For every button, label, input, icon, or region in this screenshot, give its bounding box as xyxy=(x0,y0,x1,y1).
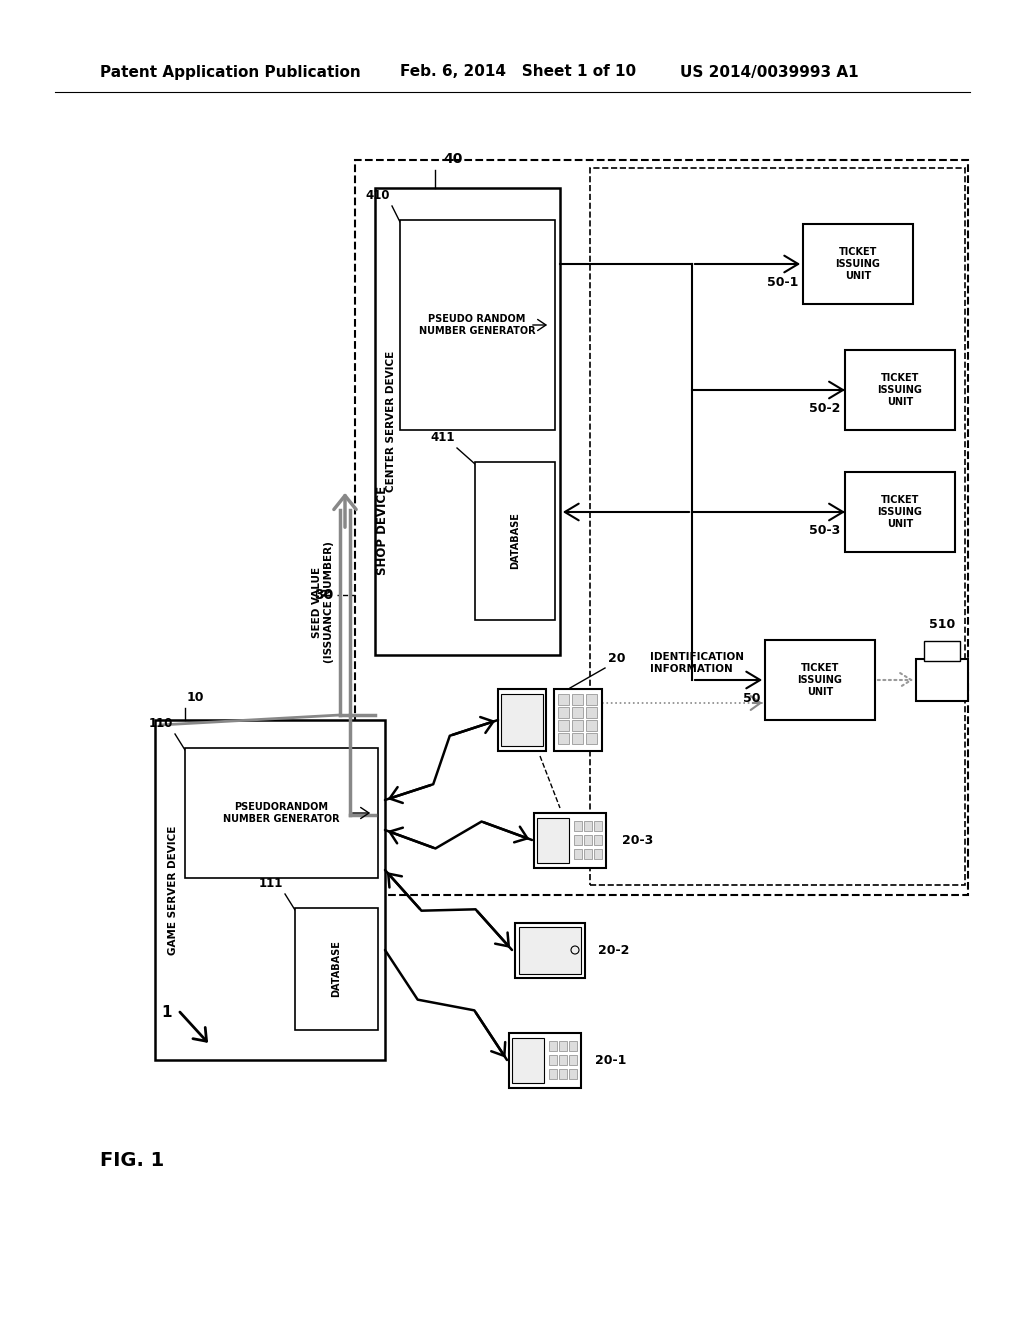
Bar xyxy=(574,849,582,859)
Bar xyxy=(512,1038,544,1082)
Bar xyxy=(584,821,592,832)
Bar xyxy=(572,719,583,731)
Text: DATABASE: DATABASE xyxy=(510,512,520,569)
Bar xyxy=(584,836,592,845)
Bar xyxy=(498,689,546,751)
Bar xyxy=(554,689,602,751)
Text: 10: 10 xyxy=(187,690,205,704)
Text: 30: 30 xyxy=(313,587,333,602)
Bar xyxy=(549,1041,557,1051)
Bar xyxy=(558,694,569,705)
Bar xyxy=(155,719,385,1060)
Bar xyxy=(594,821,602,832)
Text: 20-3: 20-3 xyxy=(622,833,653,846)
Bar xyxy=(569,1041,577,1051)
Bar xyxy=(558,708,569,718)
Text: PSEUDORANDOM
NUMBER GENERATOR: PSEUDORANDOM NUMBER GENERATOR xyxy=(222,803,339,824)
Bar xyxy=(584,849,592,859)
Text: SEED VALUE
(ISSUANCE NUMBER): SEED VALUE (ISSUANCE NUMBER) xyxy=(312,541,334,663)
Bar xyxy=(509,1034,581,1088)
Text: 40: 40 xyxy=(443,152,463,166)
Bar xyxy=(803,224,913,304)
Text: PSEUDO RANDOM
NUMBER GENERATOR: PSEUDO RANDOM NUMBER GENERATOR xyxy=(419,314,536,335)
Bar xyxy=(559,1055,567,1065)
Text: 20: 20 xyxy=(608,652,626,665)
Bar xyxy=(586,694,597,705)
Bar xyxy=(574,821,582,832)
Text: GAME SERVER DEVICE: GAME SERVER DEVICE xyxy=(168,825,178,954)
Bar xyxy=(375,187,560,655)
Bar xyxy=(594,836,602,845)
Text: 50-1: 50-1 xyxy=(767,276,798,289)
Text: TICKET
ISSUING
UNIT: TICKET ISSUING UNIT xyxy=(798,664,843,697)
Text: US 2014/0039993 A1: US 2014/0039993 A1 xyxy=(680,65,859,79)
Text: 510: 510 xyxy=(929,618,955,631)
Bar xyxy=(572,708,583,718)
Bar xyxy=(586,733,597,744)
Text: 20-1: 20-1 xyxy=(595,1053,627,1067)
Bar xyxy=(185,748,378,878)
Text: 50-2: 50-2 xyxy=(809,401,840,414)
Bar xyxy=(924,642,961,661)
Text: 50: 50 xyxy=(742,692,760,705)
Text: 20-2: 20-2 xyxy=(598,944,630,957)
Bar xyxy=(569,1069,577,1078)
Bar xyxy=(295,908,378,1030)
Bar xyxy=(572,694,583,705)
Text: 111: 111 xyxy=(259,876,283,890)
Bar xyxy=(845,473,955,552)
Bar xyxy=(572,733,583,744)
Bar xyxy=(537,818,569,863)
Text: TICKET
ISSUING
UNIT: TICKET ISSUING UNIT xyxy=(878,374,923,407)
Bar xyxy=(590,168,965,884)
Text: TICKET
ISSUING
UNIT: TICKET ISSUING UNIT xyxy=(878,495,923,528)
Bar xyxy=(845,350,955,430)
Text: 50-3: 50-3 xyxy=(809,524,840,536)
Bar xyxy=(475,462,555,620)
Bar xyxy=(558,719,569,731)
Bar xyxy=(534,813,606,869)
Bar xyxy=(765,640,874,719)
Bar xyxy=(569,1055,577,1065)
Text: DATABASE: DATABASE xyxy=(331,941,341,998)
Bar xyxy=(549,1069,557,1078)
Bar xyxy=(558,733,569,744)
Text: Feb. 6, 2014   Sheet 1 of 10: Feb. 6, 2014 Sheet 1 of 10 xyxy=(400,65,636,79)
Bar xyxy=(594,849,602,859)
Text: 410: 410 xyxy=(366,189,390,202)
Text: 1: 1 xyxy=(162,1005,172,1020)
Bar xyxy=(559,1041,567,1051)
Text: TICKET
ISSUING
UNIT: TICKET ISSUING UNIT xyxy=(836,247,881,281)
Text: SHOP DEVICE: SHOP DEVICE xyxy=(377,486,389,574)
Bar xyxy=(501,694,543,746)
Bar xyxy=(586,719,597,731)
Bar xyxy=(916,659,968,701)
Bar xyxy=(586,708,597,718)
Bar xyxy=(574,836,582,845)
Text: Patent Application Publication: Patent Application Publication xyxy=(100,65,360,79)
Bar xyxy=(355,160,968,895)
Bar xyxy=(400,220,555,430)
Text: IDENTIFICATION
INFORMATION: IDENTIFICATION INFORMATION xyxy=(650,652,744,673)
Bar xyxy=(549,1055,557,1065)
Bar xyxy=(559,1069,567,1078)
Text: CENTER SERVER DEVICE: CENTER SERVER DEVICE xyxy=(386,350,396,491)
Text: 411: 411 xyxy=(430,432,455,444)
Text: 110: 110 xyxy=(148,717,173,730)
Bar xyxy=(515,923,585,978)
Text: FIG. 1: FIG. 1 xyxy=(100,1151,164,1170)
Bar xyxy=(519,927,581,974)
